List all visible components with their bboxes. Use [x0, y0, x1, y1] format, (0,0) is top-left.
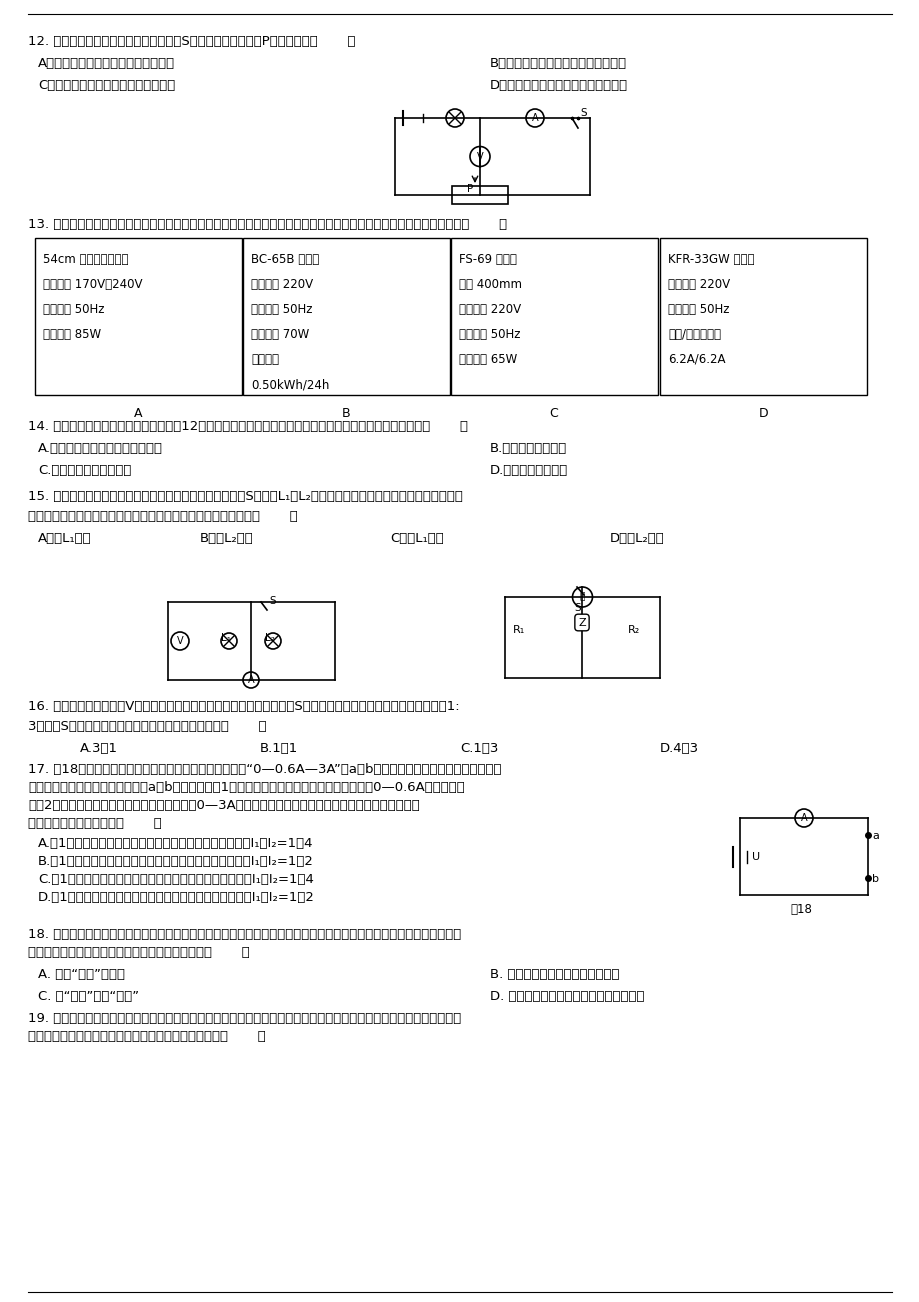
Text: D．电压表示数不变，电流表示数变小: D．电压表示数不变，电流表示数变小: [490, 79, 628, 92]
Text: A: A: [800, 812, 807, 823]
Text: 18. 人类在探索自然规律的过程中，总结了许多科学研究方法，等效替代法、控制变量法、实验推理法、建立理想模型法: 18. 人类在探索自然规律的过程中，总结了许多科学研究方法，等效替代法、控制变量…: [28, 928, 460, 941]
Text: S: S: [579, 108, 586, 118]
Text: 而电流表、电压表的示数都不变，则产生这一现象的原因可能是（       ）: 而电流表、电压表的示数都不变，则产生这一现象的原因可能是（ ）: [28, 510, 298, 523]
Circle shape: [572, 587, 592, 607]
Text: 13. 下面列出了不同品牌的电视机、电风扇、空调机和电冰箱铭牌上的主要项目，试判断正常工作时，其中功率最大的是（       ）: 13. 下面列出了不同品牌的电视机、电风扇、空调机和电冰箱铭牌上的主要项目，试判…: [28, 217, 506, 230]
Text: B．电压表示数变小，电流表示数变大: B．电压表示数变小，电流表示数变大: [490, 57, 627, 70]
Text: 关系，下列判断正确的是（       ）: 关系，下列判断正确的是（ ）: [28, 816, 162, 829]
Text: P: P: [467, 184, 472, 194]
Text: 额定功率 70W: 额定功率 70W: [251, 328, 309, 341]
Text: 额定功率 85W: 额定功率 85W: [43, 328, 101, 341]
Text: 工作頻率 50Hz: 工作頻率 50Hz: [459, 328, 520, 341]
Text: A.电冰箱比电风扇可能多，也可能: A.电冰箱比电风扇可能多，也可能: [38, 441, 163, 454]
Text: B.1：1: B.1：1: [260, 742, 298, 755]
Text: FS-69 电风扇: FS-69 电风扇: [459, 253, 516, 266]
Text: V: V: [476, 151, 482, 161]
Text: A．电压表示数变大，电流表示数变小: A．电压表示数变大，电流表示数变小: [38, 57, 175, 70]
Text: 额定电压 220V: 额定电压 220V: [667, 279, 730, 292]
Text: b: b: [871, 874, 878, 884]
Text: C. 用“水压”类比“电压”: C. 用“水压”类比“电压”: [38, 990, 139, 1003]
Text: 工作頻率 50Hz: 工作頻率 50Hz: [43, 303, 105, 316]
Text: A: A: [247, 674, 254, 685]
Text: D．灯L₂断路: D．灯L₂断路: [609, 533, 664, 546]
Text: KFR-33GW 空调机: KFR-33GW 空调机: [667, 253, 754, 266]
Text: A．灯L₁短路: A．灯L₁短路: [38, 533, 92, 546]
Text: 图18: 图18: [789, 904, 811, 917]
Text: 分析图所示的放在光滑水平面上的系统，其运动情况是（       ）: 分析图所示的放在光滑水平面上的系统，其运动情况是（ ）: [28, 1030, 266, 1043]
Text: 14. 根据上题铭牌上提供的信息，判断在12小时内正常使用的电冰箱与连续运转的电风扇消耗电能的情况是（       ）: 14. 根据上题铭牌上提供的信息，判断在12小时内正常使用的电冰箱与连续运转的电…: [28, 421, 468, 434]
Text: A: A: [133, 408, 142, 421]
Text: 16. 如右上图，电源电压V保持不变，甲、乙两处接同一种电表，当闭合S且在甲、乙处接入一种电表测得示数之比1:: 16. 如右上图，电源电压V保持不变，甲、乙两处接同一种电表，当闭合S且在甲、乙…: [28, 700, 459, 713]
Bar: [659, 238, 866, 395]
Text: a: a: [871, 831, 878, 841]
Text: 12. 如图所示，电源电压不变，闭合开关S，将滑动变阵器触头P向左移动时（       ）: 12. 如图所示，电源电压不变，闭合开关S，将滑动变阵器触头P向左移动时（ ）: [28, 35, 355, 48]
Text: S: S: [268, 596, 276, 605]
Text: C: C: [549, 408, 558, 421]
Text: 0.50kWh/24h: 0.50kWh/24h: [251, 378, 329, 391]
Text: A: A: [531, 113, 538, 122]
Text: B．灯L₂短路: B．灯L₂短路: [199, 533, 254, 546]
Text: 工作頻率 50Hz: 工作頻率 50Hz: [667, 303, 729, 316]
Text: 54cm 彩色电视接收机: 54cm 彩色电视接收机: [43, 253, 129, 266]
Text: 额定电压 220V: 额定电压 220V: [251, 279, 312, 292]
Bar: [451, 186, 507, 204]
Text: B.电风扇比电冰箱多: B.电风扇比电冰箱多: [490, 441, 567, 454]
Text: 当第2次电阻以另一种电路时，电流表必须换为0—3A量程。则关于电阻的连接方式以及两次电流表的示数: 当第2次电阻以另一种电路时，电流表必须换为0—3A量程。则关于电阻的连接方式以及…: [28, 799, 419, 812]
Text: C．灯L₁断路: C．灯L₁断路: [390, 533, 443, 546]
Text: S: S: [573, 603, 580, 613]
Text: 电阻按串联或并联方式连接后接在a、b两点间。当第1次电阻以某种连接方式接入时，电流表逷0—0.6A量程即可；: 电阻按串联或并联方式连接后接在a、b两点间。当第1次电阻以某种连接方式接入时，电…: [28, 781, 464, 794]
Bar: [35, 238, 242, 395]
Text: L₁: L₁: [221, 633, 231, 643]
Text: R₁: R₁: [513, 625, 525, 635]
Text: 19. 系统是由相互作用、相互依赖的各部分组成的有机整体，用系统观点分析、处理问题的方法称为整体法，请用整体法: 19. 系统是由相互作用、相互依赖的各部分组成的有机整体，用系统观点分析、处理问…: [28, 1012, 460, 1025]
Text: 等，下列研究方法中，运用了建立理想模型法的是（       ）: 等，下列研究方法中，运用了建立理想模型法的是（ ）: [28, 947, 249, 960]
Text: 制冷/制热电流：: 制冷/制热电流：: [667, 328, 720, 341]
Text: R₂: R₂: [628, 625, 640, 635]
Text: 工作电压 170V～240V: 工作电压 170V～240V: [43, 279, 142, 292]
Text: D. 保持电阻不变，观察电流随电压的变化: D. 保持电阻不变，观察电流随电压的变化: [490, 990, 644, 1003]
Text: 3，断开S，在甲、乙处接入另一种电表时的示数之比（       ）: 3，断开S，在甲、乙处接入另一种电表时的示数之比（ ）: [28, 720, 267, 733]
Text: 6.2A/6.2A: 6.2A/6.2A: [667, 353, 725, 366]
Text: 额定电压 220V: 额定电压 220V: [459, 303, 520, 316]
Text: B. 将棍抽象为绕固定点转动的硬棒: B. 将棍抽象为绕固定点转动的硬棒: [490, 967, 618, 980]
Text: 规格 400mm: 规格 400mm: [459, 279, 521, 292]
Text: C.电风扇与电冰箱一样多: C.电风扇与电冰箱一样多: [38, 464, 131, 477]
Text: L₂: L₂: [265, 633, 275, 643]
Text: BC-65B 电冰箱: BC-65B 电冰箱: [251, 253, 319, 266]
Text: A.3：1: A.3：1: [80, 742, 118, 755]
Bar: [450, 238, 657, 395]
Text: D: D: [757, 408, 767, 421]
Text: 15. 在如动动右图所示的电路中，电源电压不变，闭合开关S后，灯L₁、L₂都发光，一段时间后，其中一灯突然息灯，: 15. 在如动动右图所示的电路中，电源电压不变，闭合开关S后，灯L₁、L₂都发光…: [28, 490, 462, 503]
Text: D.4：3: D.4：3: [659, 742, 698, 755]
Text: Z: Z: [577, 617, 585, 628]
Text: 工作頻率 50Hz: 工作頻率 50Hz: [251, 303, 312, 316]
Text: A.第1次两只电阻以串联方式接入，两次电流表示数之比为I₁：I₂=1：4: A.第1次两只电阻以串联方式接入，两次电流表示数之比为I₁：I₂=1：4: [38, 837, 313, 850]
Text: 17. 图18所示的电路中，电源电压保持不变，电流表标有“0—0.6A—3A”，a、b为两个接线柱。现将两只阻值相同的: 17. 图18所示的电路中，电源电压保持不变，电流表标有“0—0.6A—3A”，…: [28, 763, 501, 776]
Bar: [243, 238, 449, 395]
Text: C.1：3: C.1：3: [460, 742, 498, 755]
Text: U: U: [751, 852, 759, 862]
Text: D.电冰箱比电风扇多: D.电冰箱比电风扇多: [490, 464, 568, 477]
Text: 甲: 甲: [579, 592, 584, 602]
Text: 耗电量：: 耗电量：: [251, 353, 278, 366]
Text: C.第1次两只电阻以并联方式接人，两次电流表示数之比为I₁：I₂=1：4: C.第1次两只电阻以并联方式接人，两次电流表示数之比为I₁：I₂=1：4: [38, 874, 313, 885]
Text: A. 引入“合力”的概念: A. 引入“合力”的概念: [38, 967, 125, 980]
Text: V: V: [176, 635, 183, 646]
Text: B.第1次两只电阻以串联方式接人，两次电流表示数之比为I₁：I₂=1：2: B.第1次两只电阻以串联方式接人，两次电流表示数之比为I₁：I₂=1：2: [38, 855, 313, 868]
Text: D.第1次两只电阻以并联方式接人，两次电流表示数之比为I₁：I₂=1：2: D.第1次两只电阻以并联方式接人，两次电流表示数之比为I₁：I₂=1：2: [38, 891, 314, 904]
Text: C．电压表示数变大，电流表示数变大: C．电压表示数变大，电流表示数变大: [38, 79, 175, 92]
Text: B: B: [341, 408, 350, 421]
Text: 额定功率 65W: 额定功率 65W: [459, 353, 516, 366]
